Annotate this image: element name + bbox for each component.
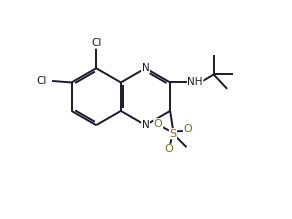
Text: N: N <box>142 63 150 73</box>
Text: O: O <box>183 124 192 134</box>
Text: O: O <box>154 119 163 129</box>
Text: O: O <box>164 144 173 154</box>
Text: NH: NH <box>187 78 203 87</box>
Text: Cl: Cl <box>36 76 47 86</box>
Text: Cl: Cl <box>91 38 101 48</box>
Text: N: N <box>142 120 150 130</box>
Text: S: S <box>169 129 177 139</box>
